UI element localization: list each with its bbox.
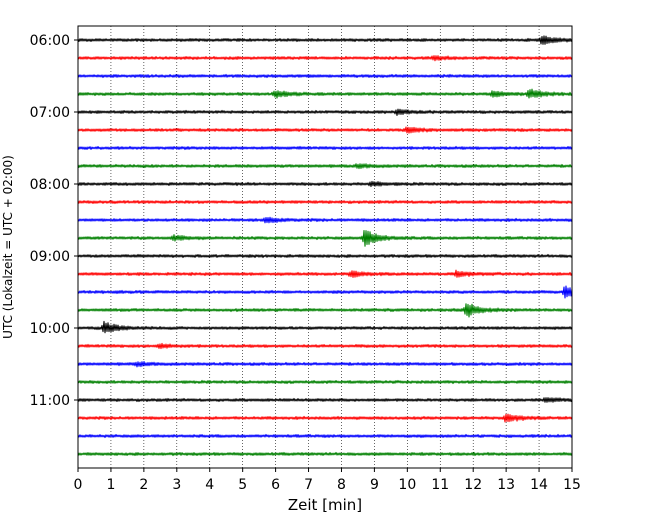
seismogram-trace xyxy=(77,230,573,247)
x-tick-label: 14 xyxy=(530,477,548,493)
seismogram-trace xyxy=(77,163,573,170)
x-tick-label: 5 xyxy=(238,477,247,493)
seismogram-trace xyxy=(77,303,573,318)
seismogram-trace xyxy=(77,379,573,385)
seismogram-trace xyxy=(77,451,573,457)
seismogram-trace xyxy=(77,433,573,439)
seismogram-trace xyxy=(77,397,573,403)
x-tick-label: 12 xyxy=(464,477,482,493)
seismogram-trace xyxy=(77,108,573,116)
x-tick-label: 4 xyxy=(205,477,214,493)
seismogram-trace xyxy=(77,73,573,79)
x-tick-label: 3 xyxy=(172,477,181,493)
y-tick-label: 07:00 xyxy=(30,105,70,121)
seismogram-trace xyxy=(77,413,573,423)
seismogram-trace xyxy=(77,35,573,45)
x-tick-label: 11 xyxy=(431,477,449,493)
seismogram-trace xyxy=(77,88,573,99)
y-tick-label: 09:00 xyxy=(30,249,70,265)
y-axis-label: UTC (Lokalzeit = UTC + 02:00) xyxy=(1,155,15,339)
x-tick-label: 7 xyxy=(304,477,313,493)
seismogram-trace xyxy=(77,180,573,188)
seismogram-trace xyxy=(77,285,573,299)
seismogram-trace xyxy=(77,320,573,334)
seismogram-trace xyxy=(77,55,573,62)
y-axis: 06:00 07:00 08:00 09:00 10:00 11:00 xyxy=(30,33,78,409)
x-axis-label: Zeit [min] xyxy=(288,496,362,514)
seismogram-trace xyxy=(77,269,573,278)
y-tick-label: 08:00 xyxy=(30,177,70,193)
seismogram-trace xyxy=(77,253,573,259)
x-tick-label: 0 xyxy=(74,477,83,493)
y-tick-label: 11:00 xyxy=(30,393,70,409)
x-tick-label: 9 xyxy=(370,477,379,493)
seismogram-trace xyxy=(77,361,573,368)
seismogram-traces xyxy=(77,35,573,457)
x-tick-label: 15 xyxy=(563,477,581,493)
plot-frame xyxy=(77,25,573,469)
x-tick-label: 13 xyxy=(497,477,515,493)
y-tick-label: 10:00 xyxy=(30,321,70,337)
seismogram-trace xyxy=(77,199,573,205)
x-axis: 0 1 2 3 4 5 6 7 8 9 10 11 12 13 14 15 xyxy=(74,468,581,493)
x-tick-label: 2 xyxy=(139,477,148,493)
seismogram-trace xyxy=(77,342,573,350)
seismogram-trace xyxy=(77,145,573,151)
y-tick-label: 06:00 xyxy=(30,33,70,49)
seismogram-trace xyxy=(77,216,573,224)
x-tick-label: 8 xyxy=(337,477,346,493)
seismogram-trace xyxy=(77,126,573,134)
x-tick-label: 1 xyxy=(106,477,115,493)
x-tick-label: 10 xyxy=(398,477,416,493)
x-tick-label: 6 xyxy=(271,477,280,493)
